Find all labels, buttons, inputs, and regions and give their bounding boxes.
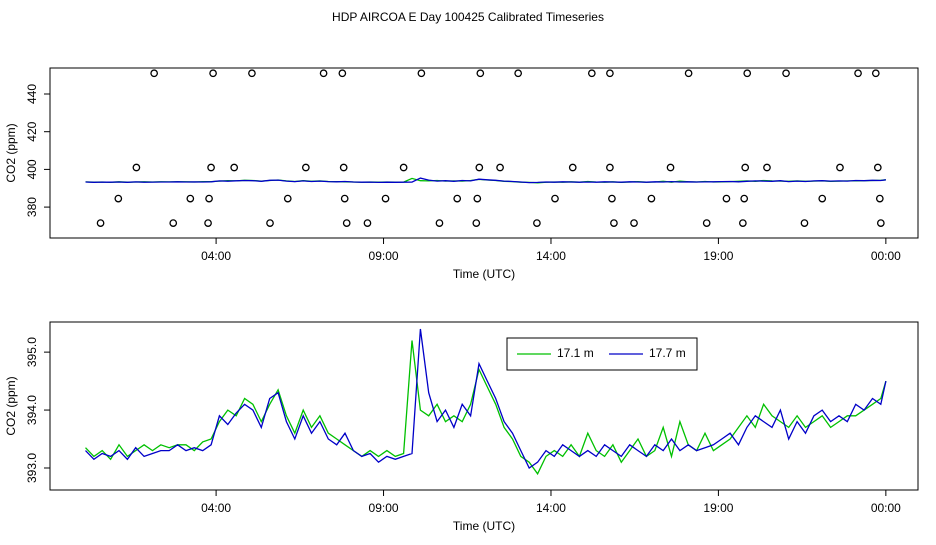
data-point	[741, 163, 750, 172]
y-tick-label: 393.0	[25, 453, 39, 483]
series-line	[85, 177, 886, 184]
data-point	[363, 219, 372, 227]
data-point	[739, 219, 747, 227]
x-axis-label: Time (UTC)	[453, 267, 515, 281]
data-point	[381, 194, 390, 203]
y-axis-label: CO2 (ppm)	[4, 123, 18, 182]
data-point	[207, 163, 215, 172]
data-point	[319, 69, 328, 78]
data-point	[873, 163, 882, 172]
data-point	[266, 219, 274, 227]
data-point	[587, 69, 596, 78]
data-point	[568, 163, 577, 172]
data-point	[702, 219, 711, 227]
data-point	[551, 194, 559, 203]
data-point	[608, 194, 616, 203]
y-tick-label: 440	[25, 84, 39, 104]
data-point	[606, 163, 614, 172]
x-tick-label: 19:00	[703, 249, 733, 263]
data-point	[472, 219, 481, 227]
x-tick-label: 09:00	[369, 501, 399, 515]
data-point	[204, 219, 212, 227]
data-point	[871, 69, 880, 78]
data-point	[818, 194, 827, 203]
data-point	[473, 194, 482, 203]
series-line	[85, 340, 887, 476]
data-point	[743, 69, 752, 78]
data-point	[340, 194, 349, 203]
y-tick-label: 394.0	[25, 395, 39, 425]
data-point	[647, 194, 656, 203]
x-tick-label: 00:00	[871, 501, 901, 515]
x-tick-label: 04:00	[201, 249, 231, 263]
data-point	[399, 163, 408, 172]
data-point	[514, 69, 523, 78]
data-point	[209, 69, 217, 78]
y-tick-label: 380	[25, 197, 39, 217]
data-point	[684, 69, 693, 78]
data-point	[722, 194, 731, 203]
data-point	[606, 69, 614, 78]
data-point	[763, 163, 771, 172]
data-point	[338, 69, 347, 78]
data-point	[475, 163, 484, 172]
legend-label: 17.7 m	[649, 346, 686, 360]
x-tick-label: 09:00	[369, 249, 399, 263]
y-tick-label: 395.0	[25, 337, 39, 367]
data-point	[782, 69, 790, 78]
x-tick-label: 14:00	[536, 501, 566, 515]
data-point	[96, 219, 105, 227]
data-point	[283, 194, 292, 203]
y-axis-label: CO2 (ppm)	[4, 376, 18, 435]
data-point	[836, 163, 844, 172]
y-tick-label: 400	[25, 159, 39, 179]
data-point	[740, 194, 749, 203]
data-point	[453, 194, 462, 203]
chart-title: HDP AIRCOA E Day 100425 Calibrated Times…	[332, 10, 604, 24]
series-line	[85, 328, 887, 469]
data-point	[248, 69, 256, 78]
x-tick-label: 00:00	[871, 249, 901, 263]
x-tick-label: 19:00	[703, 501, 733, 515]
data-point	[476, 69, 485, 78]
data-point	[496, 163, 504, 172]
data-point	[132, 163, 141, 172]
x-axis-label: Time (UTC)	[453, 519, 515, 533]
data-point	[417, 69, 426, 78]
data-point	[610, 219, 618, 227]
legend-label: 17.1 m	[557, 346, 594, 360]
data-point	[205, 194, 213, 203]
data-point	[169, 219, 178, 227]
data-point	[854, 69, 862, 78]
y-tick-label: 420	[25, 121, 39, 141]
data-point	[435, 219, 444, 227]
data-point	[342, 219, 351, 227]
data-point	[666, 163, 675, 172]
plot-frame	[49, 321, 919, 491]
data-point	[339, 163, 348, 172]
plot-frame	[49, 67, 919, 239]
x-tick-label: 04:00	[201, 501, 231, 515]
data-point	[800, 219, 809, 227]
data-point	[875, 194, 884, 203]
data-point	[150, 69, 158, 78]
data-point	[186, 194, 195, 203]
data-point	[533, 219, 541, 227]
data-point	[630, 219, 638, 227]
data-point	[876, 219, 885, 227]
x-tick-label: 14:00	[536, 249, 566, 263]
data-point	[230, 163, 239, 172]
data-point	[114, 194, 123, 203]
data-point	[301, 163, 310, 172]
